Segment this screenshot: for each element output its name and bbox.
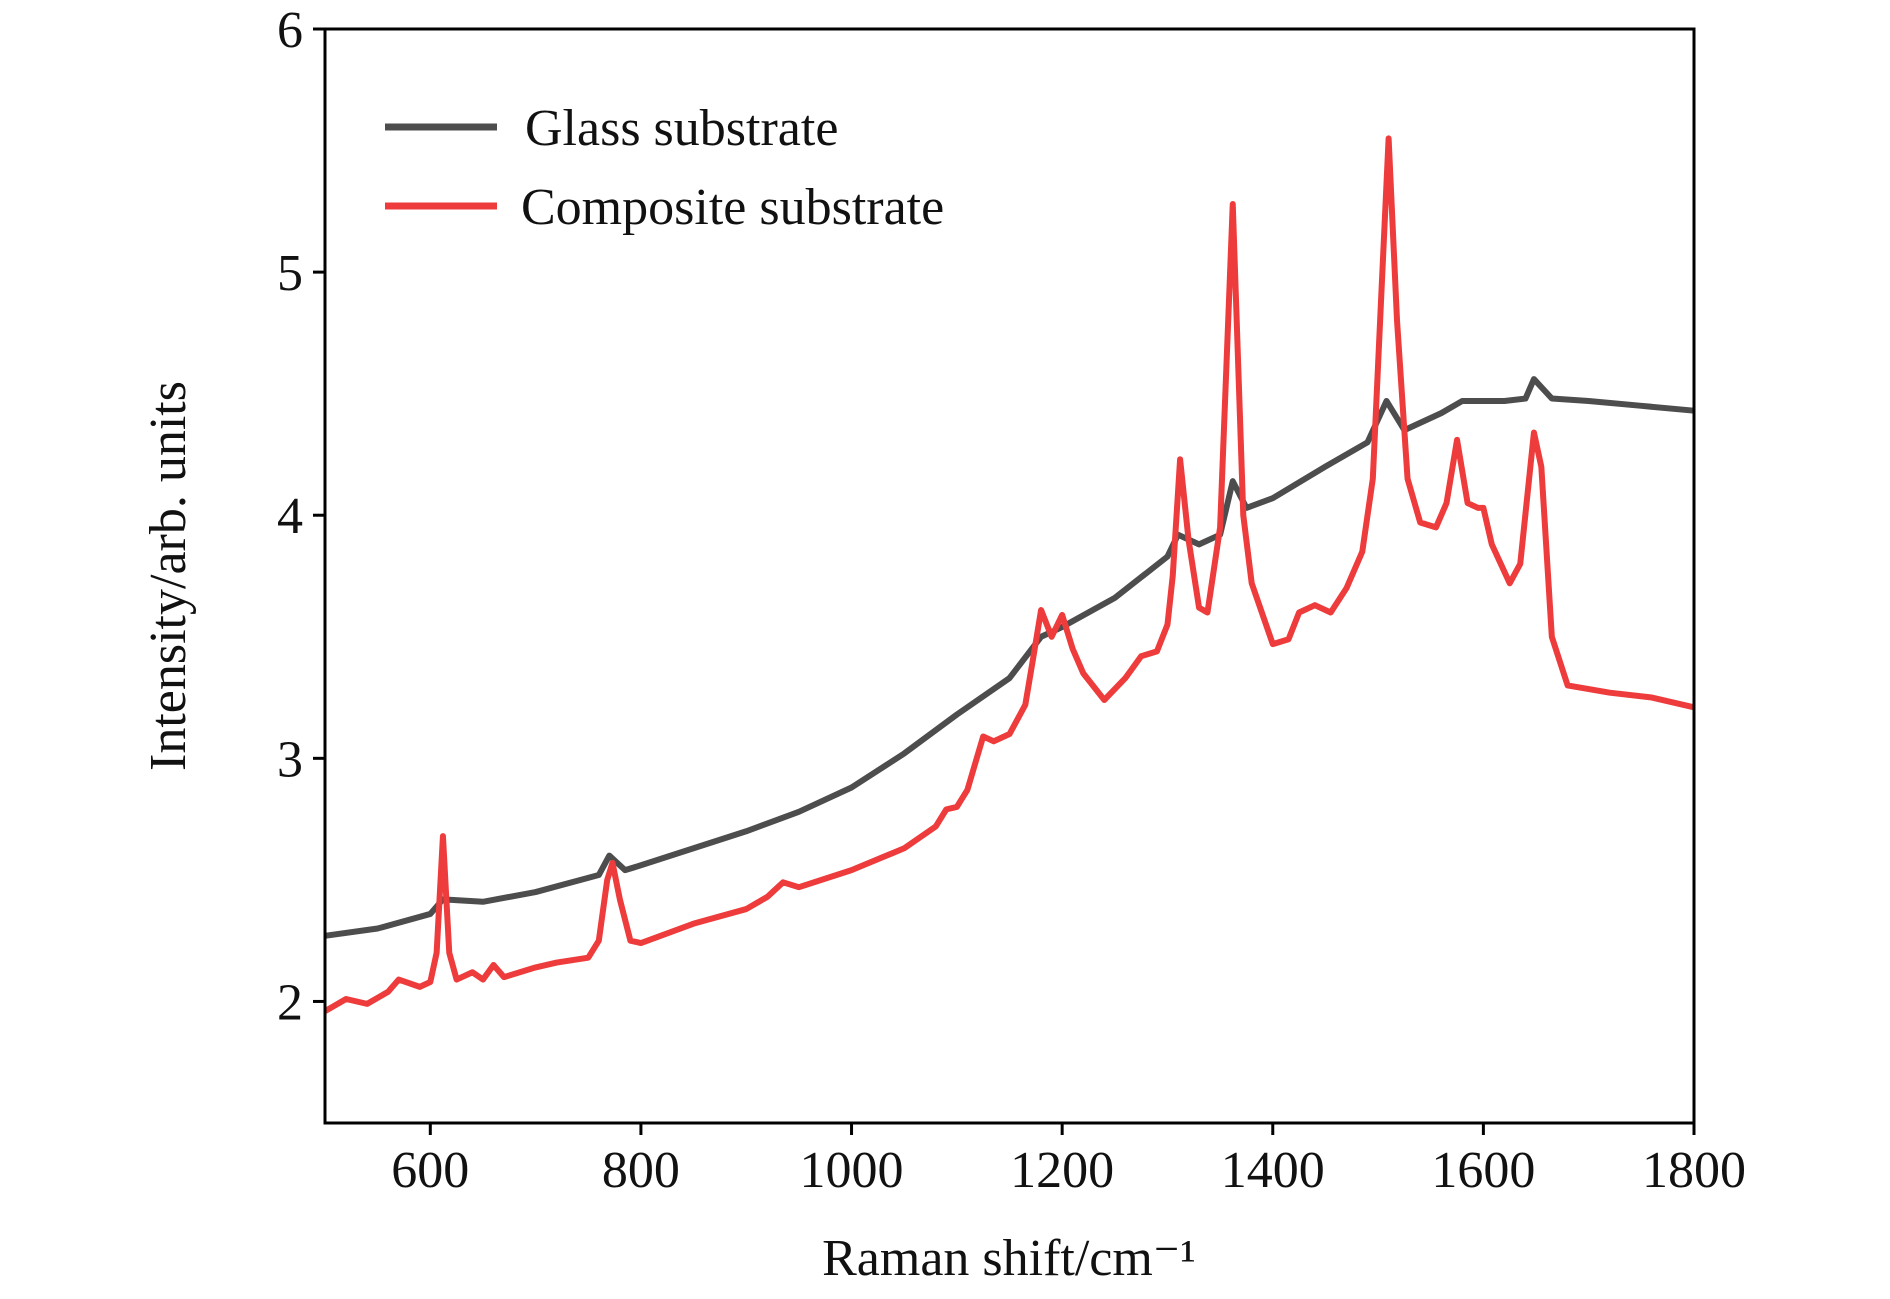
y-axis-label: Intensity/arb. units xyxy=(140,381,197,771)
plot-frame xyxy=(323,27,1696,1125)
y-tick-label: 6 xyxy=(277,2,303,59)
x-tick-label: 1000 xyxy=(800,1142,904,1199)
y-tick-label: 5 xyxy=(277,245,303,302)
legend-label: Glass substrate xyxy=(525,100,838,157)
x-tick-label: 600 xyxy=(391,1142,469,1199)
y-tick-label: 3 xyxy=(277,731,303,788)
legend-label: Composite substrate xyxy=(521,179,944,236)
x-tick-label: 1600 xyxy=(1431,1142,1535,1199)
y-tick-label: 4 xyxy=(277,488,303,545)
x-tick-label: 800 xyxy=(602,1142,680,1199)
x-axis-label: Raman shift/cm⁻¹ xyxy=(822,1230,1196,1287)
x-tick-label: 1800 xyxy=(1642,1142,1746,1199)
y-tick-label: 2 xyxy=(277,974,303,1031)
data-line xyxy=(323,135,1695,1014)
x-tick-label: 1400 xyxy=(1221,1142,1325,1199)
data-line xyxy=(324,376,1695,939)
x-tick-label: 1200 xyxy=(1010,1142,1114,1199)
